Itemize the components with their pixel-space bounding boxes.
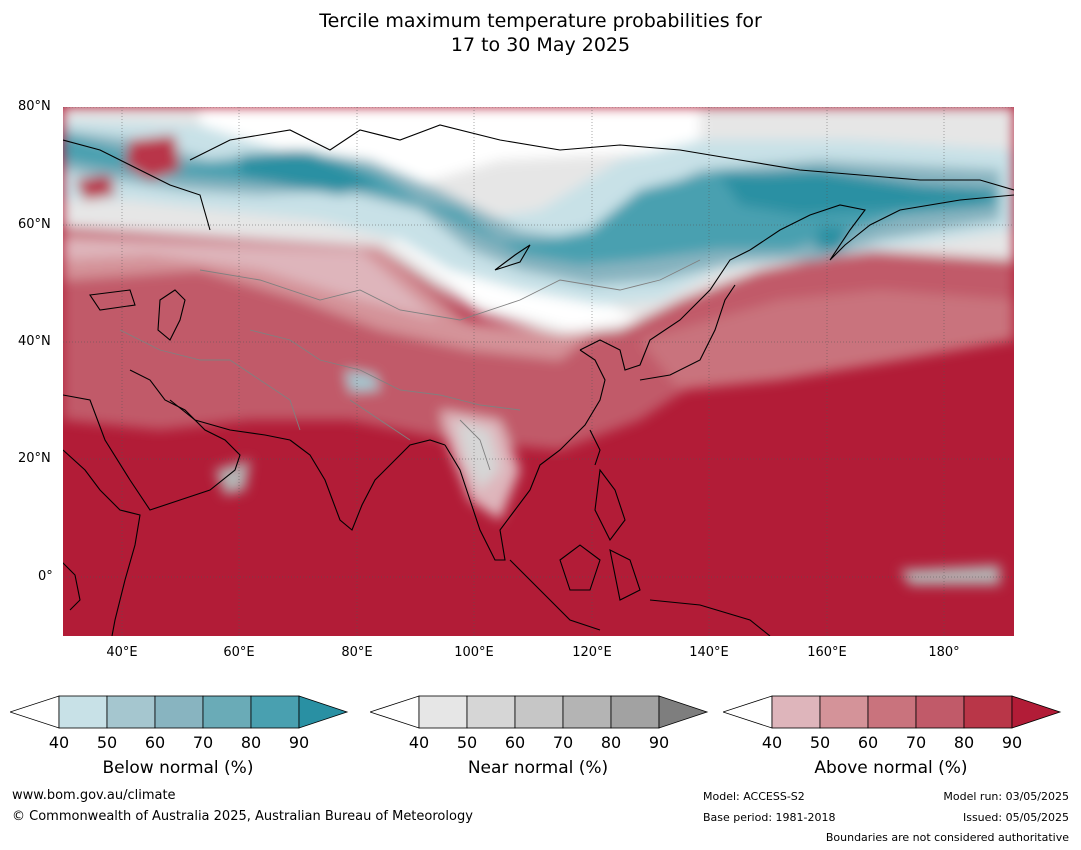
map-title-line1: Tercile maximum temperature probabilitie… xyxy=(319,10,762,32)
near-tick-90: 90 xyxy=(648,733,670,752)
near-tick-50: 50 xyxy=(456,733,478,752)
base-period-text: Base period: 1981-2018 xyxy=(703,811,836,824)
political-borders xyxy=(119,259,701,471)
above-tick-50: 50 xyxy=(809,733,831,752)
lat-label-0: 0° xyxy=(38,569,53,584)
lat-label-60n: 60°N xyxy=(18,217,51,232)
near-tick-60: 60 xyxy=(504,733,526,752)
near-tick-80: 80 xyxy=(600,733,622,752)
near-normal-region-pacific xyxy=(900,565,1000,585)
near-tick-70: 70 xyxy=(552,733,574,752)
near-normal-colorbar xyxy=(370,695,709,729)
lat-label-20n: 20°N xyxy=(18,451,51,466)
below-normal-colorbar xyxy=(10,695,349,729)
website-link[interactable]: www.bom.gov.au/climate xyxy=(12,788,176,803)
near-normal-region-indochina xyxy=(455,420,500,490)
above-tick-70: 70 xyxy=(905,733,927,752)
above-normal-region-ne-asia xyxy=(640,290,1014,390)
lon-label-120e: 120°E xyxy=(572,645,612,660)
graticule xyxy=(63,107,1014,636)
lat-label-40n: 40°N xyxy=(18,334,51,349)
model-run-text: Model run: 03/05/2025 xyxy=(943,790,1069,803)
above-normal-legend-title: Above normal (%) xyxy=(814,758,968,778)
below-tick-50: 50 xyxy=(96,733,118,752)
issued-text: Issued: 05/05/2025 xyxy=(962,811,1069,824)
above-tick-80: 80 xyxy=(953,733,975,752)
near-normal-legend-title: Near normal (%) xyxy=(467,758,609,778)
above-tick-60: 60 xyxy=(857,733,879,752)
near-normal-region-arabia xyxy=(215,460,250,495)
map-title-line2: 17 to 30 May 2025 xyxy=(450,34,631,56)
below-normal-region-core xyxy=(240,150,1000,250)
above-normal-region-pale xyxy=(63,238,440,320)
model-text: Model: ACCESS-S2 xyxy=(703,790,805,803)
lon-label-100e: 100°E xyxy=(454,645,494,660)
lat-label-80n: 80°N xyxy=(18,99,51,114)
near-tick-40: 40 xyxy=(408,733,430,752)
below-tick-70: 70 xyxy=(192,733,214,752)
above-tick-40: 40 xyxy=(761,733,783,752)
lon-label-180: 180° xyxy=(928,645,960,660)
lon-label-80e: 80°E xyxy=(341,645,373,660)
lon-label-140e: 140°E xyxy=(689,645,729,660)
below-tick-60: 60 xyxy=(144,733,166,752)
below-tick-80: 80 xyxy=(240,733,262,752)
below-tick-40: 40 xyxy=(48,733,70,752)
lon-label-160e: 160°E xyxy=(807,645,847,660)
lon-label-40e: 40°E xyxy=(106,645,138,660)
disclaimer-text: Boundaries are not considered authoritat… xyxy=(825,831,1069,844)
copyright-text: © Commonwealth of Australia 2025, Austra… xyxy=(12,809,473,824)
coastlines xyxy=(63,124,1014,636)
above-tick-90: 90 xyxy=(1001,733,1023,752)
lon-label-60e: 60°E xyxy=(223,645,255,660)
above-normal-colorbar xyxy=(723,695,1062,729)
below-tick-90: 90 xyxy=(288,733,310,752)
above-normal-region-scandinavia xyxy=(75,135,180,200)
below-normal-legend-title: Below normal (%) xyxy=(102,758,254,778)
